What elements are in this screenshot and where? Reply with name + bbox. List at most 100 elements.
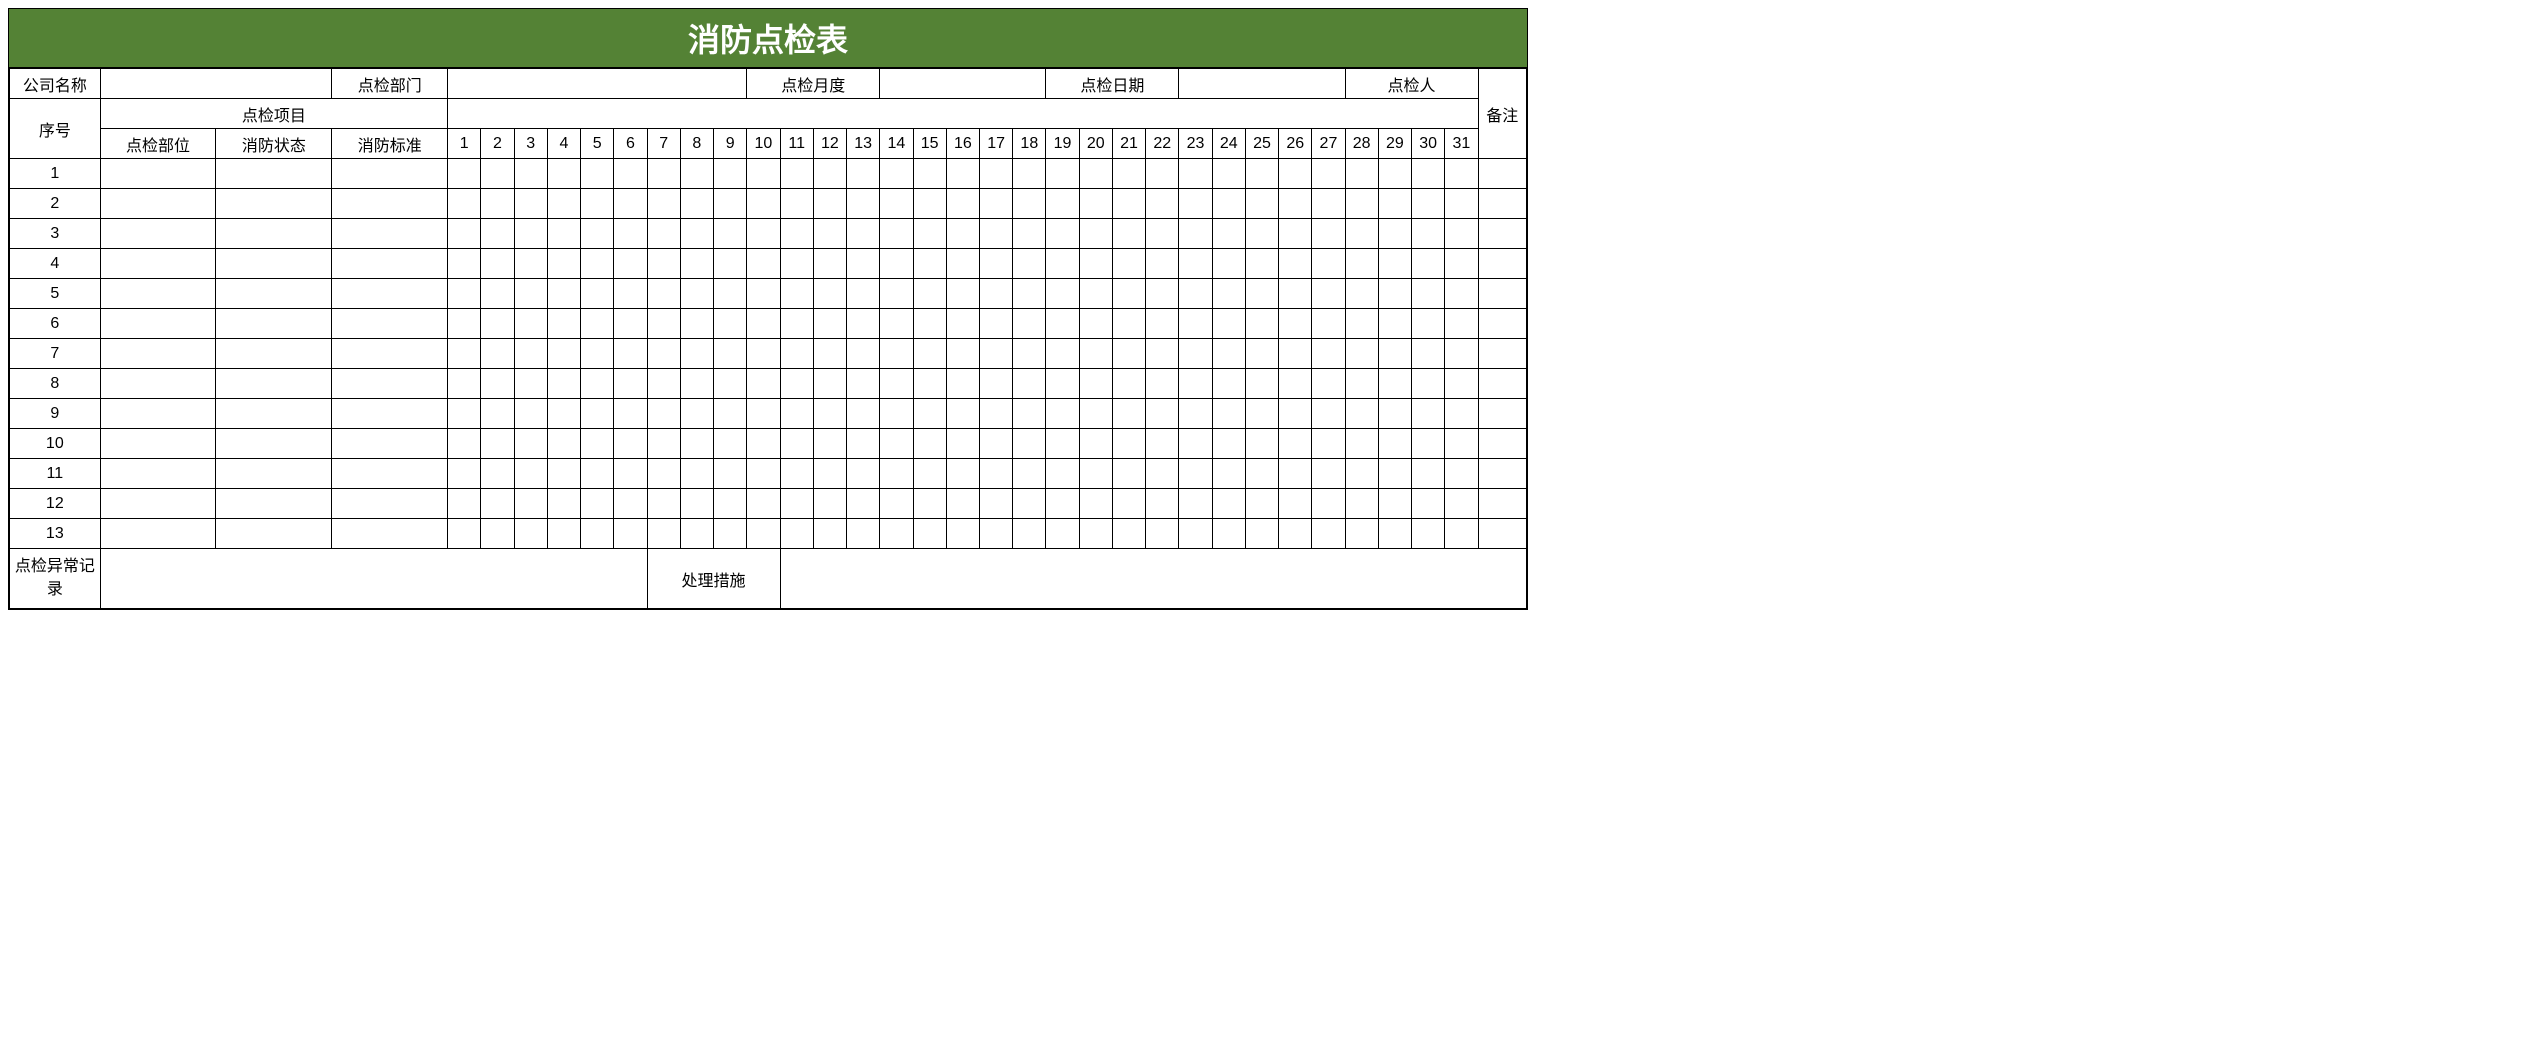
day-cell[interactable] (1245, 309, 1278, 339)
day-cell[interactable] (979, 519, 1012, 549)
day-cell[interactable] (1345, 219, 1378, 249)
remark-cell[interactable] (1478, 279, 1526, 309)
day-cell[interactable] (946, 369, 979, 399)
day-cell[interactable] (747, 519, 780, 549)
day-cell[interactable] (647, 159, 680, 189)
day-cell[interactable] (581, 519, 614, 549)
remark-cell[interactable] (1478, 189, 1526, 219)
day-cell[interactable] (1146, 399, 1179, 429)
day-cell[interactable] (614, 309, 647, 339)
item-cell[interactable] (100, 459, 216, 489)
day-cell[interactable] (647, 339, 680, 369)
day-cell[interactable] (1046, 309, 1079, 339)
remark-cell[interactable] (1478, 369, 1526, 399)
day-cell[interactable] (514, 279, 547, 309)
day-cell[interactable] (581, 459, 614, 489)
day-cell[interactable] (714, 399, 747, 429)
day-cell[interactable] (1279, 369, 1312, 399)
item-cell[interactable] (332, 459, 448, 489)
day-cell[interactable] (813, 249, 846, 279)
day-cell[interactable] (1079, 369, 1112, 399)
day-cell[interactable] (1445, 369, 1478, 399)
day-cell[interactable] (1279, 219, 1312, 249)
day-cell[interactable] (1013, 489, 1046, 519)
day-cell[interactable] (979, 159, 1012, 189)
item-cell[interactable] (216, 369, 332, 399)
day-cell[interactable] (847, 429, 880, 459)
day-cell[interactable] (581, 399, 614, 429)
remark-cell[interactable] (1478, 489, 1526, 519)
day-cell[interactable] (614, 189, 647, 219)
day-cell[interactable] (1112, 369, 1145, 399)
day-cell[interactable] (1146, 369, 1179, 399)
day-cell[interactable] (481, 279, 514, 309)
day-cell[interactable] (448, 159, 481, 189)
day-cell[interactable] (1179, 459, 1212, 489)
day-cell[interactable] (1146, 519, 1179, 549)
day-cell[interactable] (1279, 489, 1312, 519)
day-cell[interactable] (1146, 249, 1179, 279)
day-cell[interactable] (547, 369, 580, 399)
day-cell[interactable] (481, 369, 514, 399)
day-cell[interactable] (813, 339, 846, 369)
day-cell[interactable] (1412, 309, 1445, 339)
item-cell[interactable] (216, 219, 332, 249)
day-cell[interactable] (880, 249, 913, 279)
day-cell[interactable] (647, 489, 680, 519)
remark-cell[interactable] (1478, 429, 1526, 459)
day-cell[interactable] (1212, 369, 1245, 399)
day-cell[interactable] (1279, 429, 1312, 459)
day-cell[interactable] (946, 489, 979, 519)
remark-cell[interactable] (1478, 459, 1526, 489)
day-cell[interactable] (1378, 489, 1411, 519)
day-cell[interactable] (1279, 189, 1312, 219)
day-cell[interactable] (680, 279, 713, 309)
day-cell[interactable] (780, 339, 813, 369)
day-cell[interactable] (1046, 369, 1079, 399)
day-cell[interactable] (1046, 399, 1079, 429)
item-cell[interactable] (216, 309, 332, 339)
day-cell[interactable] (1279, 459, 1312, 489)
day-cell[interactable] (1345, 429, 1378, 459)
day-cell[interactable] (581, 189, 614, 219)
day-cell[interactable] (448, 489, 481, 519)
day-cell[interactable] (1112, 429, 1145, 459)
day-cell[interactable] (1378, 399, 1411, 429)
day-cell[interactable] (847, 219, 880, 249)
item-cell[interactable] (332, 429, 448, 459)
remark-cell[interactable] (1478, 219, 1526, 249)
day-cell[interactable] (647, 429, 680, 459)
day-cell[interactable] (1146, 189, 1179, 219)
day-cell[interactable] (1378, 279, 1411, 309)
day-cell[interactable] (1112, 459, 1145, 489)
day-cell[interactable] (1112, 339, 1145, 369)
day-cell[interactable] (1146, 339, 1179, 369)
day-cell[interactable] (481, 339, 514, 369)
day-cell[interactable] (1212, 189, 1245, 219)
item-cell[interactable] (332, 189, 448, 219)
day-cell[interactable] (1146, 279, 1179, 309)
day-cell[interactable] (581, 219, 614, 249)
day-cell[interactable] (946, 279, 979, 309)
day-cell[interactable] (1112, 189, 1145, 219)
day-cell[interactable] (614, 369, 647, 399)
day-cell[interactable] (1212, 249, 1245, 279)
day-cell[interactable] (813, 189, 846, 219)
day-cell[interactable] (448, 279, 481, 309)
item-cell[interactable] (332, 369, 448, 399)
day-cell[interactable] (1013, 219, 1046, 249)
day-cell[interactable] (847, 309, 880, 339)
day-cell[interactable] (1179, 159, 1212, 189)
day-cell[interactable] (1245, 489, 1278, 519)
day-cell[interactable] (1378, 159, 1411, 189)
day-cell[interactable] (448, 459, 481, 489)
day-cell[interactable] (880, 429, 913, 459)
day-cell[interactable] (747, 309, 780, 339)
item-cell[interactable] (216, 519, 332, 549)
day-cell[interactable] (614, 429, 647, 459)
day-cell[interactable] (680, 339, 713, 369)
day-cell[interactable] (847, 159, 880, 189)
day-cell[interactable] (614, 339, 647, 369)
day-cell[interactable] (1378, 369, 1411, 399)
day-cell[interactable] (1046, 189, 1079, 219)
